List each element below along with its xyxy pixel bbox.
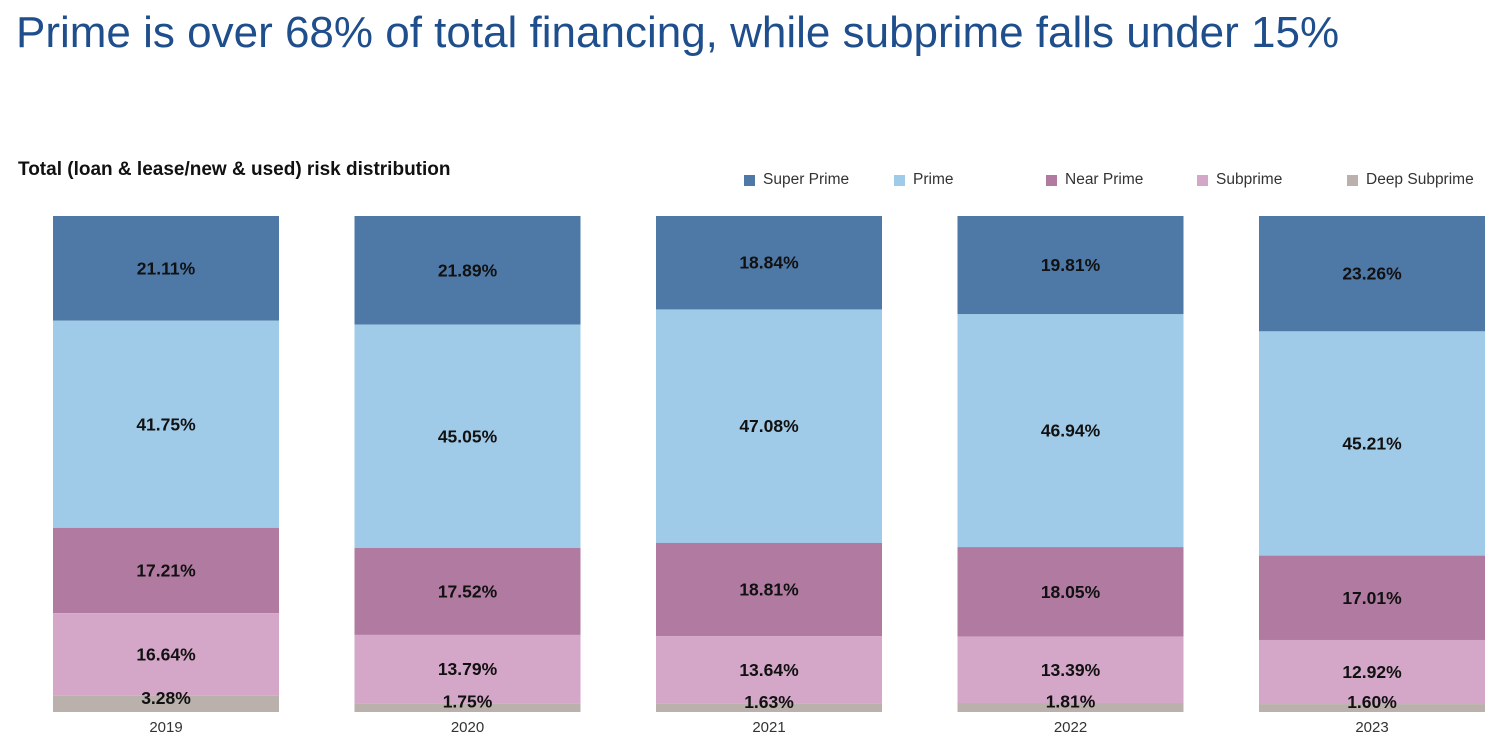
- legend-label: Subprime: [1216, 171, 1283, 188]
- x-tick-label-2021: 2021: [752, 719, 785, 736]
- x-tick-label-2020: 2020: [451, 719, 484, 736]
- bar-subprime-2022: [957, 636, 1184, 704]
- bar-near-prime-2023: [1259, 555, 1485, 640]
- bar-super-prime-2021: [656, 216, 882, 310]
- data-label-near-prime-2023: 17.01%: [1342, 588, 1402, 608]
- data-label-prime-2021: 47.08%: [739, 416, 799, 436]
- data-label-super-prime-2023: 23.26%: [1342, 264, 1402, 284]
- data-label-near-prime-2020: 17.52%: [438, 581, 498, 601]
- bar-prime-2021: [656, 309, 882, 543]
- legend-item-deep-subprime: Deep Subprime: [1347, 170, 1474, 190]
- bar-deep-subprime-2022: [957, 703, 1184, 712]
- bar-super-prime-2023: [1259, 216, 1485, 332]
- bar-near-prime-2020: [354, 548, 581, 635]
- x-tick-label-2023: 2023: [1355, 719, 1388, 736]
- bar-deep-subprime-2020: [354, 703, 581, 712]
- data-label-near-prime-2019: 17.21%: [136, 561, 196, 581]
- bar-subprime-2021: [656, 636, 882, 704]
- legend-label: Deep Subprime: [1366, 171, 1474, 188]
- bar-super-prime-2022: [957, 216, 1184, 315]
- x-tick-label-2019: 2019: [149, 719, 182, 736]
- data-label-prime-2023: 45.21%: [1342, 433, 1402, 453]
- data-label-deep-subprime-2020: 1.75%: [443, 692, 493, 712]
- data-label-deep-subprime-2019: 3.28%: [141, 688, 191, 708]
- legend-label: Near Prime: [1065, 171, 1144, 188]
- bar-deep-subprime-2021: [656, 703, 882, 712]
- bar-near-prime-2021: [656, 542, 882, 637]
- data-label-subprime-2020: 13.79%: [438, 659, 498, 679]
- page-headline: Prime is over 68% of total financing, wh…: [16, 8, 1340, 57]
- chart-title: Total (loan & lease/new & used) risk dis…: [18, 159, 451, 180]
- legend-item-near-prime: Near Prime: [1046, 170, 1143, 190]
- legend-item-subprime: Subprime: [1197, 170, 1282, 190]
- bar-subprime-2019: [53, 613, 279, 696]
- data-label-subprime-2023: 12.92%: [1342, 662, 1402, 682]
- data-label-super-prime-2022: 19.81%: [1041, 255, 1101, 275]
- bar-prime-2023: [1259, 331, 1485, 556]
- bar-prime-2022: [957, 314, 1184, 548]
- bar-near-prime-2022: [957, 547, 1184, 637]
- data-label-deep-subprime-2021: 1.63%: [744, 692, 794, 712]
- bar-prime-2020: [354, 324, 581, 549]
- bar-subprime-2020: [354, 634, 581, 704]
- data-label-super-prime-2021: 18.84%: [739, 253, 799, 273]
- data-label-subprime-2022: 13.39%: [1041, 660, 1101, 680]
- legend-swatch: [1197, 174, 1208, 186]
- bar-near-prime-2019: [53, 527, 279, 614]
- data-label-super-prime-2019: 21.11%: [137, 258, 196, 278]
- x-tick-label-2022: 2022: [1054, 719, 1087, 736]
- legend-swatch: [1347, 174, 1358, 186]
- data-label-super-prime-2020: 21.89%: [438, 260, 498, 280]
- data-label-deep-subprime-2023: 1.60%: [1347, 692, 1397, 712]
- data-label-prime-2020: 45.05%: [438, 426, 498, 446]
- bar-prime-2019: [53, 320, 279, 528]
- bar-deep-subprime-2019: [53, 695, 279, 712]
- legend-swatch: [1046, 174, 1057, 186]
- bar-super-prime-2019: [53, 216, 279, 321]
- bar-super-prime-2020: [354, 216, 581, 325]
- data-label-prime-2022: 46.94%: [1041, 421, 1101, 441]
- legend-item-prime: Prime: [894, 170, 953, 190]
- data-label-prime-2019: 41.75%: [136, 414, 196, 434]
- bar-subprime-2023: [1259, 639, 1485, 705]
- legend-swatch: [894, 174, 905, 186]
- legend-item-super-prime: Super Prime: [744, 170, 849, 190]
- legend-swatch: [744, 174, 755, 186]
- legend-label: Super Prime: [763, 171, 850, 188]
- legend-label: Prime: [913, 171, 954, 188]
- data-label-near-prime-2021: 18.81%: [739, 580, 799, 600]
- data-label-deep-subprime-2022: 1.81%: [1046, 692, 1096, 712]
- bar-deep-subprime-2023: [1259, 704, 1485, 712]
- data-label-near-prime-2022: 18.05%: [1041, 582, 1101, 602]
- data-label-subprime-2019: 16.64%: [136, 644, 196, 664]
- data-label-subprime-2021: 13.64%: [739, 660, 799, 680]
